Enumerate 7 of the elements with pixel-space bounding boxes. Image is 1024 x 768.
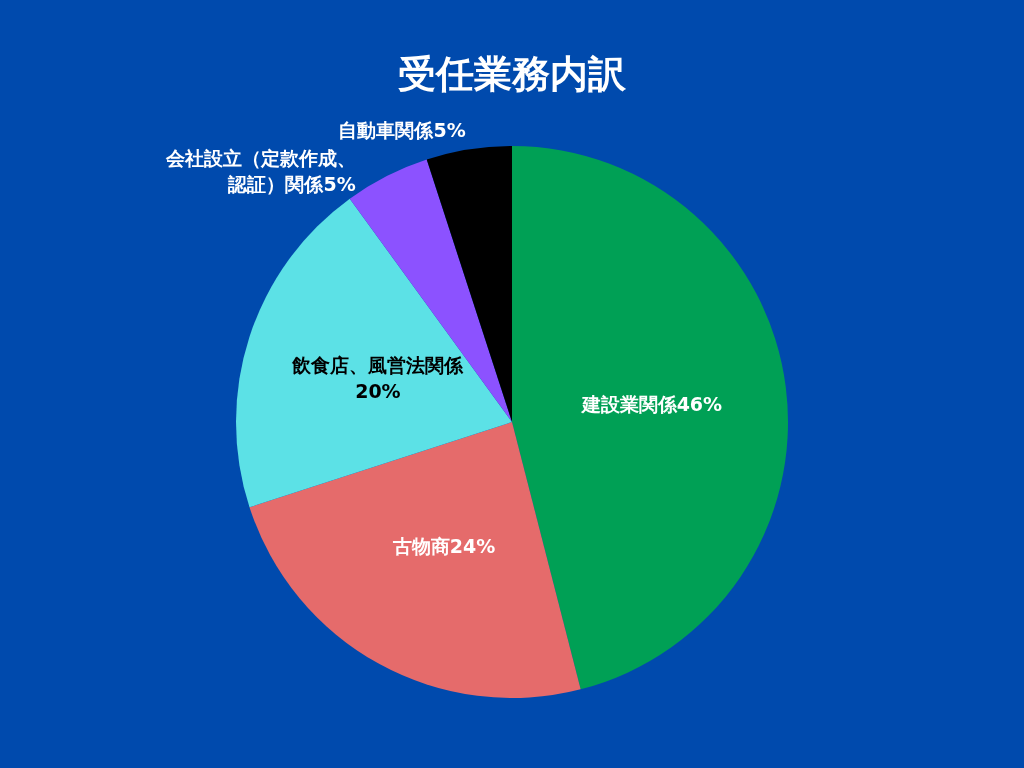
data-label: 20% [355, 380, 401, 403]
slice-label: 自動車関係5% [338, 118, 466, 141]
slice-label: 飲食店、風営法関係 [291, 354, 465, 377]
slice-label: 建設業関係46% [579, 393, 723, 416]
chart-title: 受任業務内訳 [398, 52, 627, 96]
slice-label: 古物商24% [391, 534, 496, 557]
slice-label: 会社設立（定款作成、認証）関係5% [164, 146, 356, 195]
